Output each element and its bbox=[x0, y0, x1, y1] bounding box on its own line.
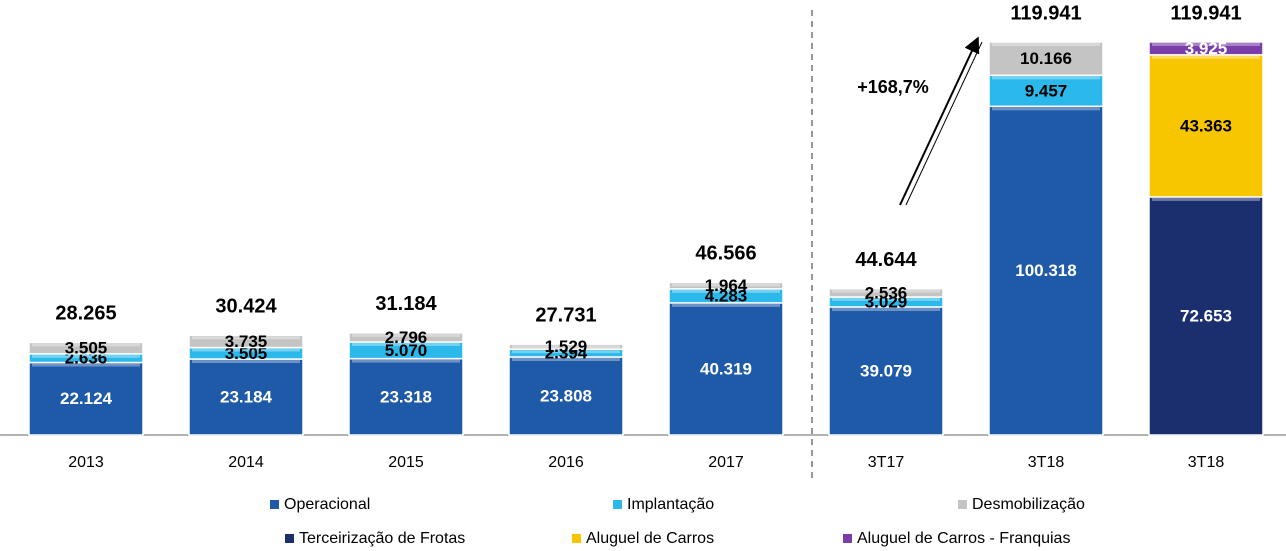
value-label: 40.319 bbox=[700, 359, 752, 378]
value-label: 72.653 bbox=[1180, 306, 1232, 325]
bar-segment bbox=[1148, 41, 1264, 56]
bar-highlight bbox=[992, 43, 1100, 46]
bar-highlight bbox=[192, 360, 300, 364]
bar-highlight bbox=[1152, 43, 1260, 46]
bar-highlight bbox=[672, 283, 780, 287]
bar-segment bbox=[668, 302, 784, 436]
value-label: 23.318 bbox=[380, 387, 432, 406]
total-label: 30.424 bbox=[215, 296, 277, 318]
bar-segment bbox=[1148, 196, 1264, 436]
bar-segment bbox=[28, 341, 144, 355]
legend-swatch bbox=[572, 534, 581, 543]
total-label: 31.184 bbox=[375, 293, 437, 315]
value-label: 2.536 bbox=[865, 283, 908, 302]
value-label: 2.796 bbox=[385, 328, 428, 347]
bar-highlight bbox=[32, 363, 140, 367]
bar-segment bbox=[668, 281, 784, 290]
legend-swatch bbox=[270, 500, 279, 509]
value-label: 10.166 bbox=[1020, 49, 1072, 68]
x-tick-label: 3T18 bbox=[1188, 454, 1225, 471]
legend-swatch bbox=[958, 500, 967, 509]
bar-segment bbox=[508, 343, 624, 350]
bar-segment bbox=[1148, 54, 1264, 198]
legend-swatch bbox=[843, 534, 852, 543]
bar-highlight bbox=[192, 348, 300, 352]
bar-highlight bbox=[832, 307, 940, 311]
total-label: 44.644 bbox=[855, 249, 917, 271]
legend-label: Aluguel de Carros bbox=[586, 530, 714, 547]
bar-segment bbox=[828, 287, 944, 298]
value-label: 5.070 bbox=[385, 341, 428, 360]
total-label: 28.265 bbox=[55, 303, 116, 325]
legend-label: Implantação bbox=[627, 496, 714, 513]
x-tick-label: 2017 bbox=[708, 454, 744, 471]
bar-highlight bbox=[672, 303, 780, 307]
value-label: 39.079 bbox=[860, 361, 912, 380]
bar-highlight bbox=[832, 298, 940, 302]
bar-highlight bbox=[352, 342, 460, 346]
bar-highlight bbox=[1152, 55, 1260, 59]
bar-highlight bbox=[672, 289, 780, 293]
legend-label: Terceirização de Frotas bbox=[299, 530, 465, 547]
total-label: 27.731 bbox=[535, 304, 596, 326]
bar-segment bbox=[28, 361, 144, 436]
bar-highlight bbox=[512, 357, 620, 361]
legend-label: Desmobilização bbox=[972, 496, 1085, 513]
value-label: 3.505 bbox=[225, 344, 268, 363]
total-label: 119.941 bbox=[1010, 2, 1081, 24]
bar-highlight bbox=[1152, 197, 1260, 201]
bar-highlight bbox=[512, 345, 620, 349]
bar-segment bbox=[828, 306, 944, 436]
growth-arrow-shadow bbox=[905, 41, 983, 206]
legend-swatch bbox=[285, 534, 294, 543]
bar-highlight bbox=[32, 343, 140, 347]
value-label: 100.318 bbox=[1015, 261, 1076, 280]
legend-label: Operacional bbox=[284, 496, 370, 513]
growth-arrow bbox=[899, 36, 980, 206]
value-label: 3.925 bbox=[1185, 39, 1228, 58]
value-label: 3.505 bbox=[65, 339, 108, 358]
bar-segment bbox=[188, 334, 304, 349]
value-label: 23.808 bbox=[540, 386, 592, 405]
value-label: 1.529 bbox=[545, 337, 588, 356]
x-tick-label: 3T17 bbox=[868, 454, 905, 471]
x-tick-label: 2015 bbox=[388, 454, 424, 471]
value-label: 22.124 bbox=[60, 389, 113, 408]
value-label: 43.363 bbox=[1180, 116, 1232, 135]
bar-highlight bbox=[32, 354, 140, 358]
bar-segment bbox=[988, 41, 1104, 77]
legend-label: Aluguel de Carros - Franquias bbox=[857, 530, 1070, 547]
bar-highlight bbox=[832, 289, 940, 293]
bar-highlight bbox=[352, 333, 460, 337]
bar-highlight bbox=[512, 350, 620, 354]
value-label: 3.735 bbox=[225, 332, 268, 351]
total-label: 46.566 bbox=[695, 243, 756, 265]
x-tick-label: 2016 bbox=[548, 454, 584, 471]
bar-segment bbox=[188, 358, 304, 436]
value-label: 1.964 bbox=[705, 276, 748, 295]
legend-swatch bbox=[613, 500, 622, 509]
bar-highlight bbox=[192, 336, 300, 340]
bar-segment bbox=[988, 74, 1104, 108]
bar-segment bbox=[348, 357, 464, 436]
annotation: +168,7% bbox=[857, 77, 929, 97]
x-tick-label: 3T18 bbox=[1028, 454, 1065, 471]
value-label: 9.457 bbox=[1025, 81, 1068, 100]
x-tick-label: 2013 bbox=[68, 454, 104, 471]
value-label: 23.184 bbox=[220, 388, 273, 407]
bar-segment bbox=[348, 332, 464, 343]
value-label: 4.283 bbox=[705, 286, 748, 305]
bar-highlight bbox=[352, 359, 460, 363]
total-label: 119.941 bbox=[1170, 2, 1241, 24]
bar-highlight bbox=[992, 76, 1100, 80]
bar-highlight bbox=[992, 107, 1100, 111]
x-tick-label: 2014 bbox=[228, 454, 264, 471]
